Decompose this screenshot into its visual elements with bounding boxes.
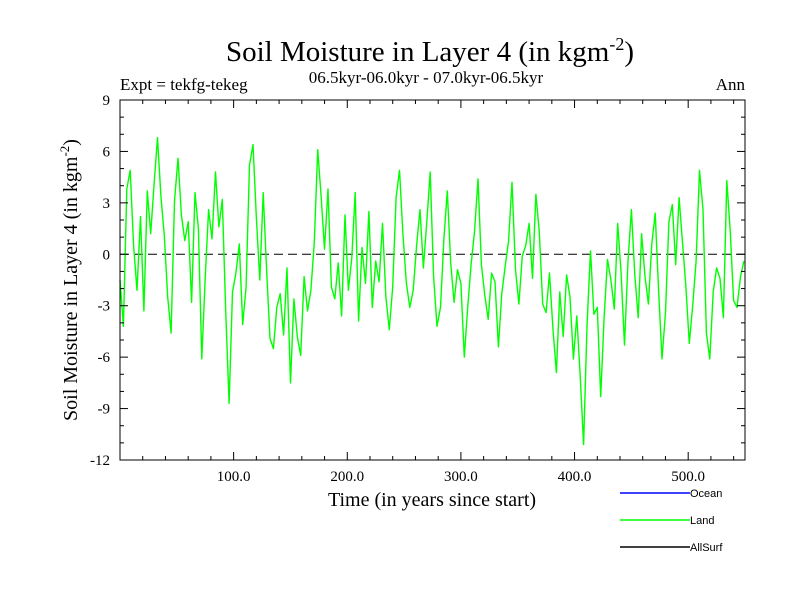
y-tick-label: -3 — [98, 299, 111, 315]
legend-label-allsurf: AllSurf — [690, 542, 723, 554]
legend-label-ocean: Ocean — [690, 488, 722, 500]
x-tick-label: 500.0 — [671, 469, 705, 485]
x-tick-label: 200.0 — [330, 469, 364, 485]
plot-frame — [119, 99, 746, 461]
x-tick-label: 100.0 — [217, 469, 251, 485]
y-axis-label: Soil Moisture in Layer 4 (in kgm-2) — [57, 139, 82, 421]
y-tick-label: -9 — [98, 402, 111, 418]
chart-title: Soil Moisture in Layer 4 (in kgm-2) — [226, 34, 634, 68]
legend-label-land: Land — [690, 515, 714, 527]
y-tick-label: 6 — [103, 144, 111, 160]
y-tick-label: 9 — [103, 93, 111, 109]
y-tick-label: 0 — [103, 247, 111, 263]
series-layer — [119, 136, 745, 446]
y-tick-label: -12 — [90, 453, 110, 469]
subtitle-center: 06.5kyr-06.0kyr - 07.0kyr-06.5kyr — [309, 68, 544, 87]
legend: Ocean Land AllSurf — [620, 488, 723, 554]
x-tick-label: 400.0 — [558, 469, 592, 485]
subtitle-right: Ann — [716, 75, 746, 94]
series-line-land — [119, 136, 745, 446]
y-tick-label: -6 — [98, 350, 111, 366]
x-tick-label: 300.0 — [444, 469, 478, 485]
x-axis-label: Time (in years since start) — [328, 489, 536, 511]
y-tick-label: 3 — [103, 196, 111, 212]
subtitle-left: Expt = tekfg-tekeg — [120, 75, 248, 94]
axis-ticks: 9 6 3 0 -3 -6 -9 -12 100.0 200.0 300.0 400.0 500.0 — [90, 93, 745, 485]
